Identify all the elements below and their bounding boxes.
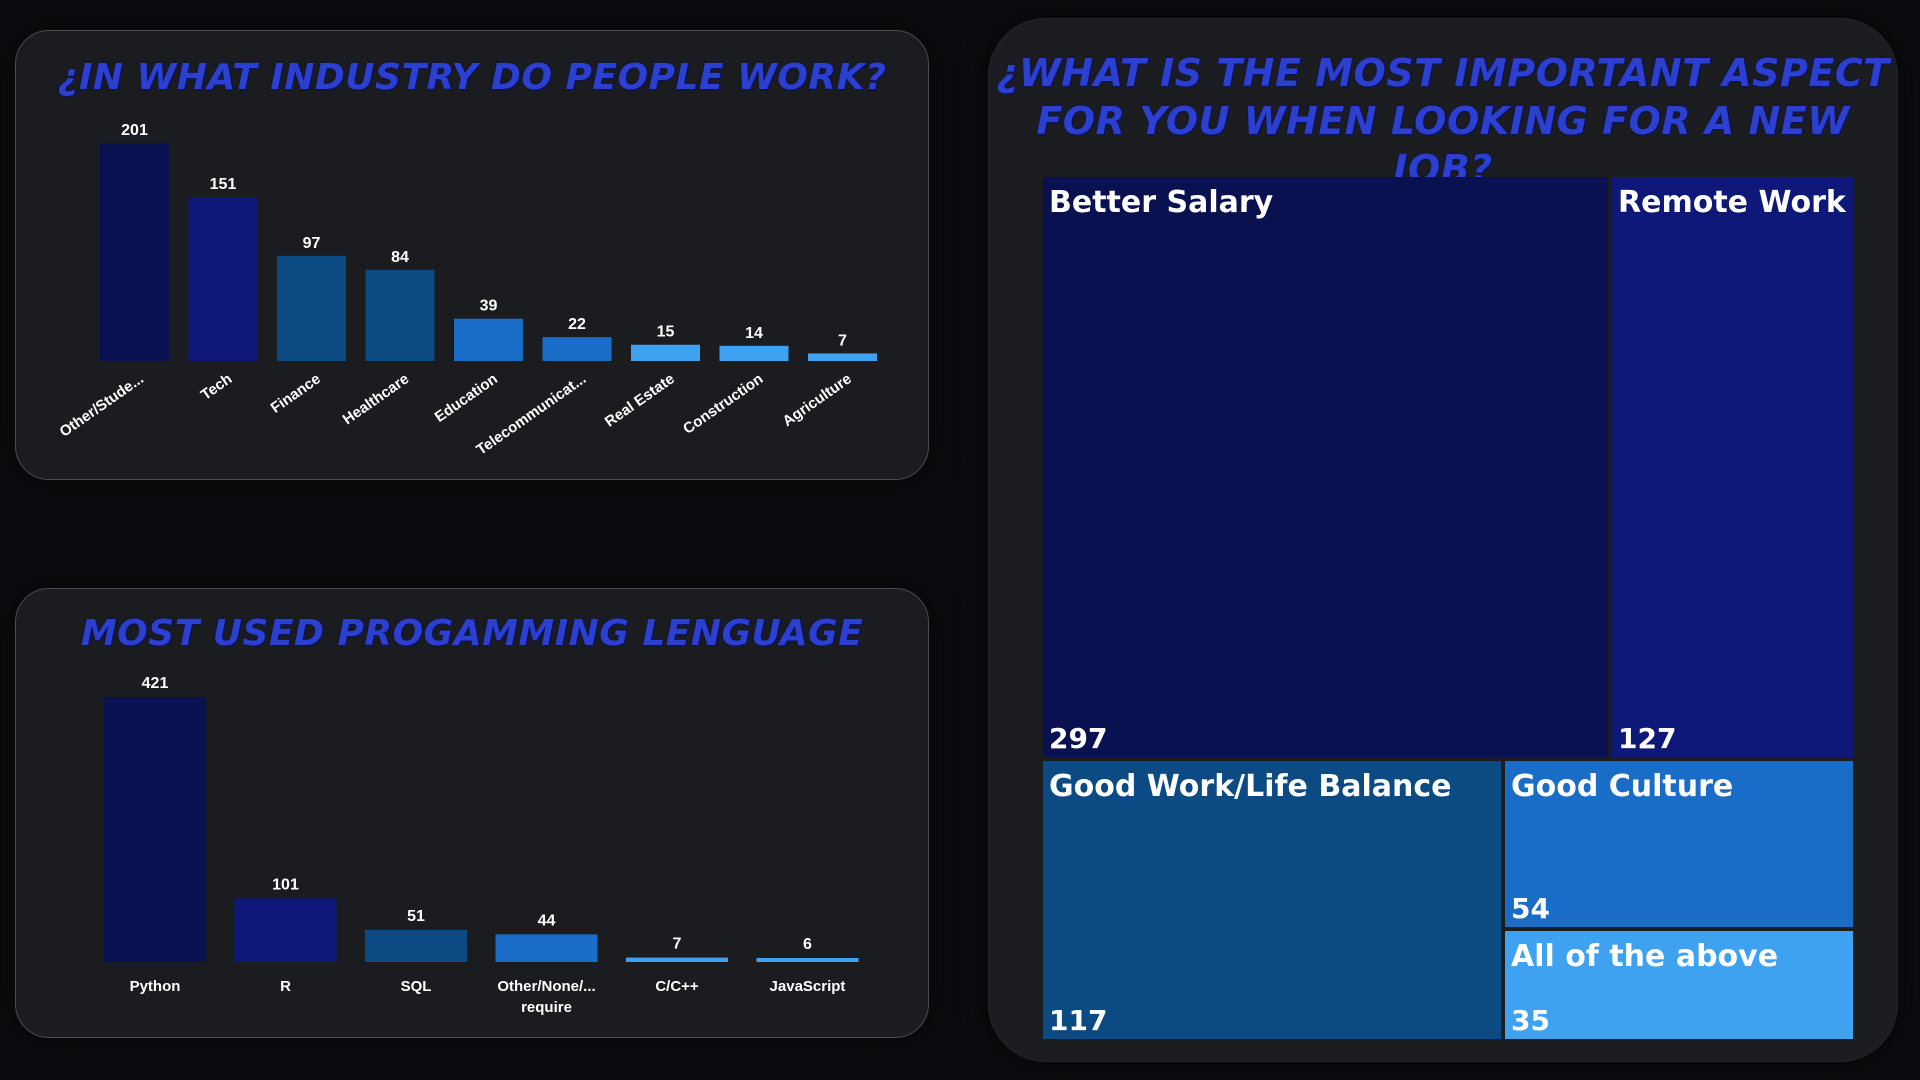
industry-category-label: Education — [432, 370, 501, 426]
language-chart-panel: MOST USED PROGAMMING LENGUAGE 421 Python 1… — [15, 588, 929, 1038]
language-bar-value-label: 6 — [803, 936, 812, 953]
industry-chart-title: ¿IN WHAT INDUSTRY DO PEOPLE WORK? — [57, 57, 887, 98]
industry-category-label: Real Estate — [602, 370, 678, 430]
job-aspect-title-line-1: ¿WHAT IS THE MOST IMPORTANT ASPECT — [996, 51, 1890, 95]
treemap-cell-value: 297 — [1049, 722, 1108, 755]
industry-chart-panel: ¿IN WHAT INDUSTRY DO PEOPLE WORK? 201 Oth… — [15, 30, 929, 480]
language-category-label: Other/None/... — [497, 978, 595, 995]
language-bar-value-label: 101 — [272, 876, 299, 893]
language-category-label: JavaScript — [770, 978, 846, 995]
treemap-cell-label: Good Work/Life Balance — [1049, 769, 1452, 804]
industry-category-label: Tech — [198, 370, 236, 403]
industry-category-label: Agriculture — [779, 370, 854, 430]
industry-bar-value-label: 7 — [838, 332, 847, 349]
industry-bar-value-label: 97 — [303, 235, 321, 252]
language-chart-title: MOST USED PROGAMMING LENGUAGE — [80, 613, 864, 654]
language-bar — [234, 898, 337, 962]
language-bar — [756, 958, 859, 962]
language-bar — [104, 697, 206, 962]
industry-category-label: Healthcare — [340, 370, 413, 428]
treemap-cell-value: 35 — [1511, 1004, 1550, 1037]
job-aspect-title: ¿WHAT IS THE MOST IMPORTANT ASPECT FOR Y… — [989, 49, 1897, 193]
industry-bar — [188, 197, 258, 361]
industry-bar-value-label: 39 — [480, 298, 498, 315]
treemap-cell-label: All of the above — [1511, 939, 1779, 974]
language-bar-value-label: 7 — [673, 936, 682, 953]
language-category-label: SQL — [401, 978, 432, 995]
industry-category-label: Finance — [268, 370, 324, 416]
language-category-label: require — [521, 999, 572, 1016]
language-bar-value-label: 421 — [142, 675, 169, 692]
job-aspect-panel: ¿WHAT IS THE MOST IMPORTANT ASPECT FOR Y… — [988, 18, 1898, 1062]
job-aspect-treemap: Better Salary 297 Remote Work 127 Good Work/… — [1043, 177, 1853, 1039]
industry-bar-value-label: 14 — [745, 325, 763, 342]
industry-bar-value-label: 22 — [568, 316, 586, 333]
language-category-label: Python — [130, 978, 181, 995]
treemap-cell: Good Culture 54 — [1505, 761, 1853, 927]
language-bar — [495, 934, 598, 962]
treemap-cell-label: Better Salary — [1049, 185, 1274, 220]
industry-bar-value-label: 15 — [657, 324, 675, 341]
industry-category-label: Construction — [680, 370, 766, 437]
language-category-label: R — [280, 978, 291, 995]
language-bar-chart: 421 Python 101 R 51 SQL 44 Other/None/... requir… — [104, 675, 859, 1016]
treemap-cell-value: 117 — [1049, 1004, 1108, 1037]
treemap-cell-label: Good Culture — [1511, 769, 1734, 804]
industry-bar-value-label: 151 — [210, 176, 237, 193]
treemap-cell: Better Salary 297 — [1043, 177, 1608, 757]
industry-bar — [277, 255, 346, 361]
industry-bar — [542, 337, 612, 361]
language-bar-value-label: 44 — [538, 912, 556, 929]
industry-bar — [100, 143, 169, 361]
language-category-label: C/C++ — [655, 978, 699, 995]
language-bar — [365, 929, 467, 962]
treemap-cell-label: Remote Work — [1618, 185, 1846, 220]
treemap-cell-value: 127 — [1618, 722, 1677, 755]
treemap-cell: All of the above 35 — [1505, 931, 1853, 1039]
industry-bar — [719, 345, 789, 361]
industry-bar — [454, 318, 523, 361]
treemap-cell-value: 54 — [1511, 892, 1550, 925]
language-bar — [626, 957, 728, 962]
treemap-cell: Good Work/Life Balance 117 — [1043, 761, 1501, 1039]
industry-bar — [365, 269, 435, 361]
industry-bar-value-label: 201 — [121, 122, 148, 139]
industry-bar-chart: 201 Other/Stude... 151 Tech 97 Finance 84 Healt… — [56, 122, 877, 459]
language-bar-value-label: 51 — [407, 908, 425, 925]
industry-bar — [808, 353, 877, 361]
industry-bar-value-label: 84 — [391, 249, 409, 266]
treemap-cell: Remote Work 127 — [1612, 177, 1853, 757]
industry-category-label: Other/Stude... — [56, 370, 146, 440]
industry-bar — [631, 344, 700, 361]
